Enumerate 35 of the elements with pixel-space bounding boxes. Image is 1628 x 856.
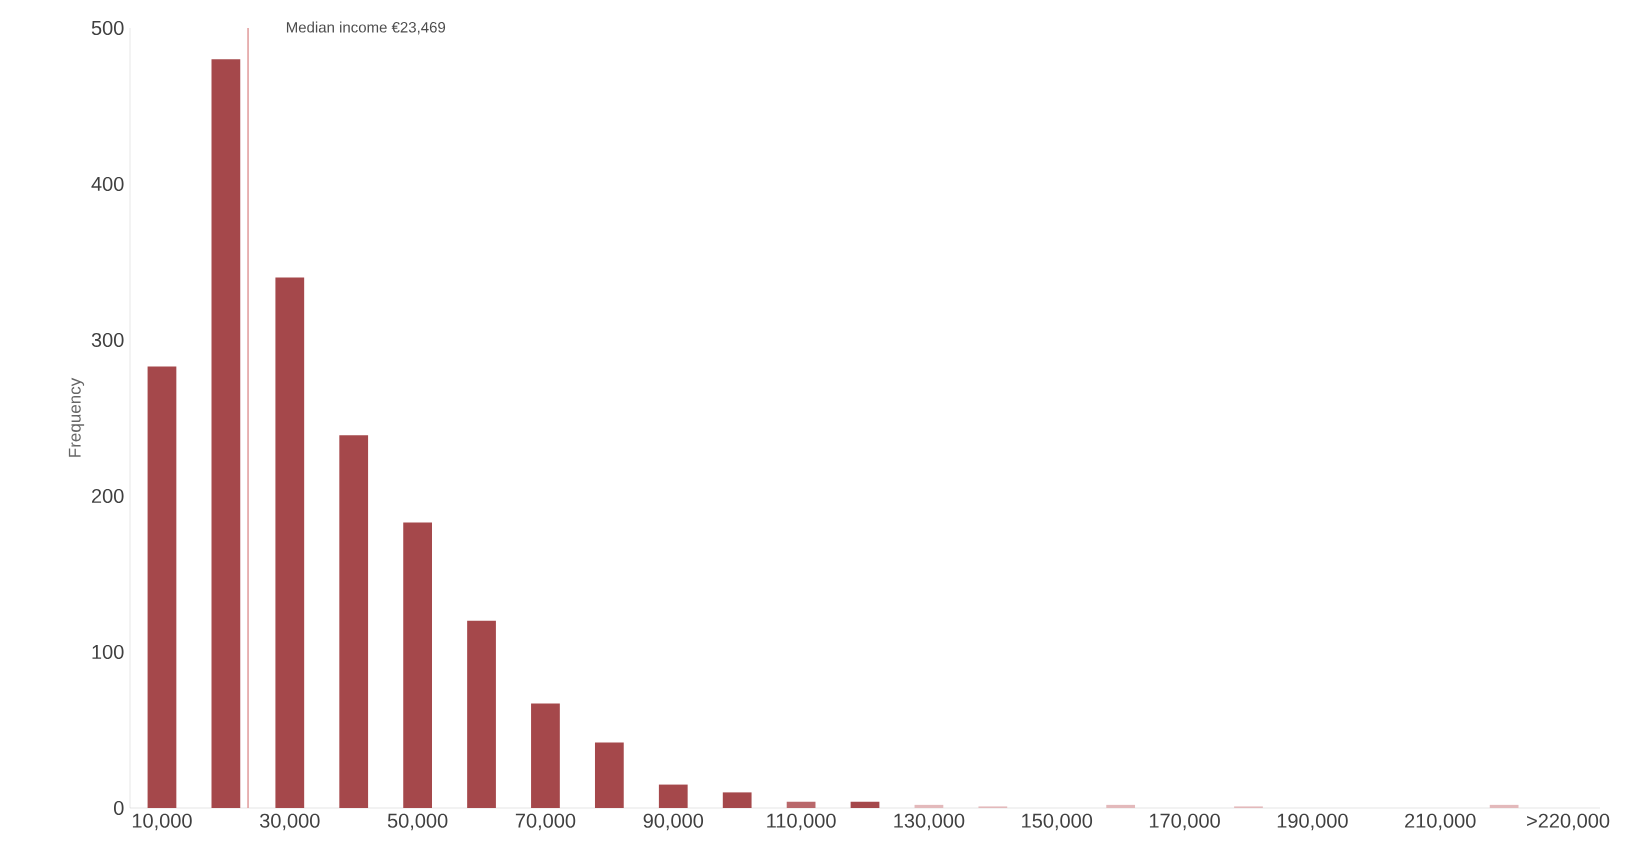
x-tick-label: 210,000 (1405, 813, 1476, 831)
bar (722, 792, 752, 808)
y-tick-label: 400 (91, 176, 124, 192)
y-tick-label: 200 (91, 488, 124, 504)
bar (1489, 804, 1519, 808)
bar (914, 804, 944, 808)
x-tick-label: 10,000 (132, 813, 192, 831)
x-tick-label: 110,000 (767, 813, 836, 831)
bar (594, 742, 624, 808)
x-tick-label: 90,000 (643, 813, 704, 831)
x-tick-label: 30,000 (259, 813, 320, 831)
x-tick-label: 130,000 (894, 813, 965, 831)
bar (658, 784, 688, 808)
y-tick-label: 0 (114, 800, 124, 816)
x-tick-label: 70,000 (515, 813, 576, 831)
bar (147, 366, 177, 808)
x-tick-label: 170,000 (1149, 813, 1220, 831)
bar (403, 522, 432, 808)
y-axis-title: Frequency (68, 377, 85, 457)
bar (467, 620, 496, 808)
bar (786, 801, 816, 808)
x-tick-label: 50,000 (387, 813, 448, 831)
y-tick-label: 300 (91, 332, 124, 348)
bar (1106, 804, 1136, 808)
x-tick-label: 190,000 (1277, 813, 1348, 831)
bar (211, 59, 241, 808)
x-tick-label: 150,000 (1022, 813, 1093, 831)
y-tick-label: 100 (92, 644, 124, 660)
y-tick-label: 500 (91, 20, 124, 36)
bar (850, 801, 880, 808)
bar (339, 435, 369, 808)
x-tick-label: >220,000 (1527, 813, 1610, 831)
bar (531, 703, 560, 808)
ref-line-label: Median income €23,469 (286, 21, 446, 35)
bar (275, 277, 305, 808)
